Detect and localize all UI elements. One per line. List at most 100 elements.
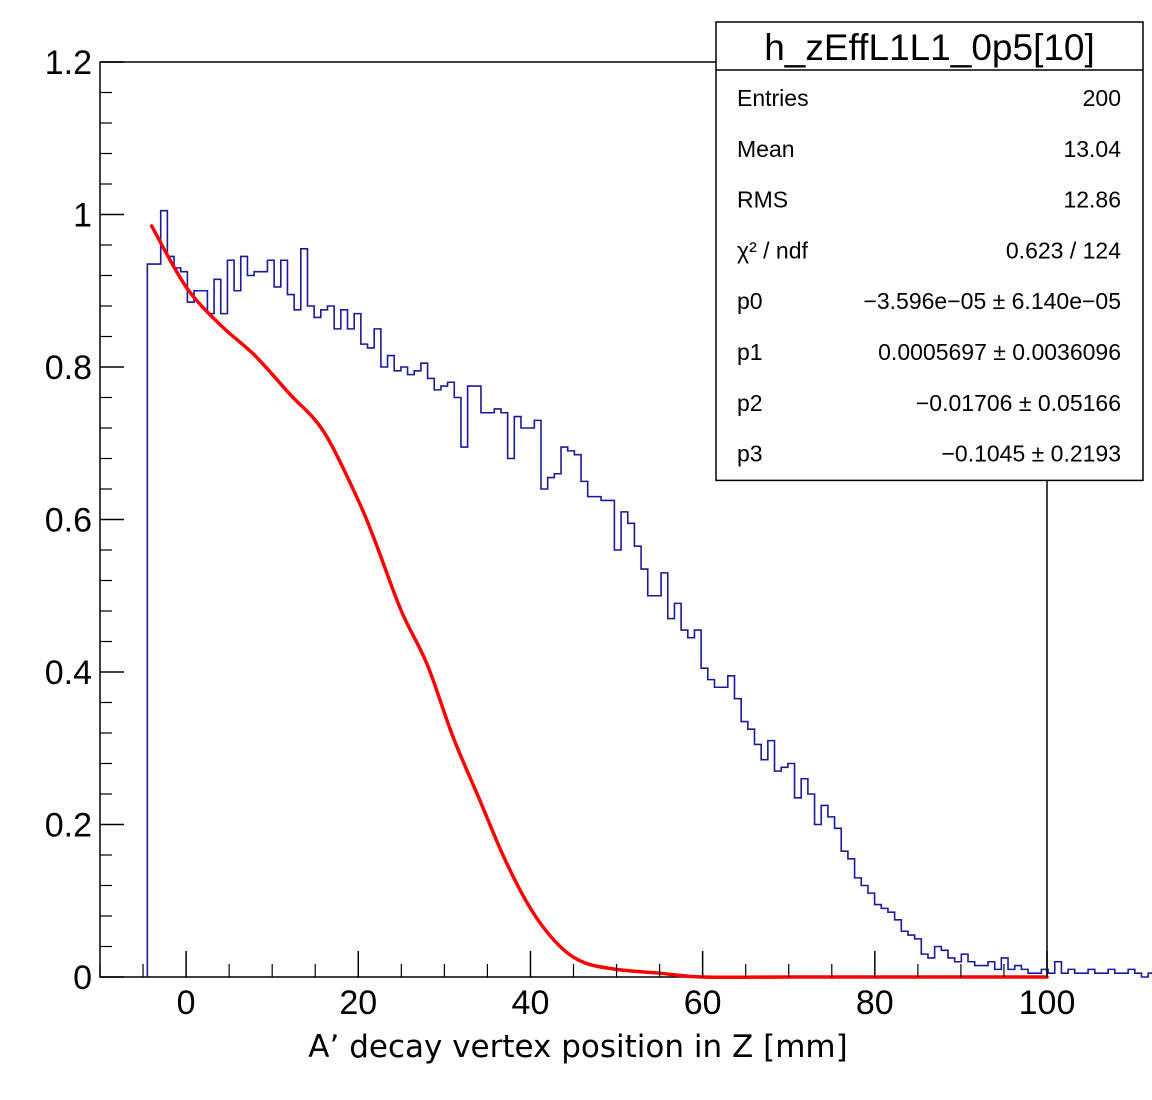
histogram-bin	[334, 329, 341, 977]
histogram-bin	[1061, 973, 1068, 977]
histogram-bin	[861, 886, 868, 978]
histogram-bin	[461, 447, 468, 977]
histogram-bin	[668, 619, 675, 977]
histogram-bin	[628, 523, 635, 977]
stats-box: h_zEffL1L1_0p5[10] Entries 200 Mean 13.04 RMS…	[715, 21, 1144, 482]
histogram-bin	[634, 546, 641, 977]
histogram-bin	[161, 211, 168, 977]
y-tick-label: 1	[73, 197, 92, 235]
histogram-bin	[488, 413, 495, 977]
histogram-bin	[388, 356, 395, 977]
histogram-bin	[194, 291, 201, 977]
histogram-bin	[855, 878, 862, 977]
x-tick-label: 100	[1019, 984, 1076, 1022]
axis-layer: 0 0.2 0.4 0.6 0.8 1 1.2 0 20 40 60 80 100	[45, 44, 1076, 1022]
histogram-bin	[734, 699, 741, 977]
histogram-bin	[207, 314, 214, 977]
stats-row-label: RMS	[737, 187, 788, 213]
histogram-bin	[681, 630, 688, 977]
histogram-bin	[701, 668, 708, 977]
histogram-bin	[601, 500, 608, 977]
histogram-bin	[1001, 958, 1008, 977]
histogram-bin	[448, 382, 455, 977]
stats-row-value: 0.0005697 ± 0.0036096	[878, 339, 1121, 365]
stats-row-value: −3.596e−05 ± 6.140e−05	[863, 288, 1121, 314]
histogram-bin	[988, 962, 995, 977]
histogram-bin	[561, 447, 568, 977]
histogram-bin	[247, 276, 254, 978]
histogram-bin	[1115, 973, 1122, 977]
histogram-bin	[381, 367, 388, 977]
stats-row-label: p3	[737, 441, 763, 467]
histogram-bin	[167, 256, 174, 977]
histogram-bin	[261, 272, 268, 977]
histogram-bin	[1148, 973, 1152, 977]
histogram-bin	[928, 958, 935, 977]
histogram-bin	[494, 409, 501, 977]
histogram-bin	[354, 314, 361, 977]
fit-curve-layer	[149, 224, 1049, 980]
histogram-bin	[421, 363, 428, 977]
histogram-bin	[808, 794, 815, 977]
histogram-bin	[714, 687, 721, 977]
x-tick-label: 80	[856, 984, 894, 1022]
histogram-bin	[348, 329, 355, 977]
stats-row-label: χ² / ndf	[737, 237, 808, 263]
histogram-bin	[1075, 973, 1082, 977]
histogram-layer	[146, 209, 1152, 978]
stats-row-value: −0.01706 ± 0.05166	[916, 390, 1121, 416]
histogram-bin	[534, 420, 541, 977]
histogram-bin	[694, 630, 701, 977]
histogram-bin	[901, 931, 908, 977]
histogram-bin	[361, 344, 368, 977]
histogram-bin	[1121, 973, 1128, 977]
stats-row-value: 200	[1083, 85, 1121, 111]
histogram-bin	[728, 676, 735, 977]
x-axis-title: A’ decay vertex position in Z [mm]	[308, 1029, 847, 1065]
x-tick-label: 40	[512, 984, 550, 1022]
histogram-bin	[187, 302, 194, 977]
histogram-bin	[214, 279, 221, 977]
histogram-bin	[548, 478, 555, 977]
histogram-bin	[528, 428, 535, 977]
histogram-bin	[761, 760, 768, 977]
histogram-bin	[341, 310, 348, 977]
histogram-bin	[661, 573, 668, 977]
y-tick-label: 0.2	[45, 807, 92, 845]
histogram-bin	[468, 386, 475, 977]
histogram-bin	[234, 291, 241, 977]
histogram-bin	[221, 314, 228, 977]
histogram-bin	[1135, 973, 1142, 977]
stats-box-title: h_zEffL1L1_0p5[10]	[764, 27, 1095, 68]
histogram-bin	[748, 729, 755, 977]
fit-curve	[149, 224, 1049, 980]
histogram-bin	[227, 260, 234, 977]
histogram-bin	[948, 958, 955, 977]
y-tick-label: 0.6	[45, 502, 92, 540]
histogram-bin	[374, 329, 381, 977]
stats-row-value: −0.1045 ± 0.2193	[941, 441, 1121, 467]
histogram-bin	[968, 962, 975, 977]
histogram-bin	[241, 256, 248, 977]
y-tick-label: 0.8	[45, 349, 92, 387]
histogram-bin	[254, 272, 261, 977]
histogram-bin	[815, 825, 822, 978]
histogram-bin	[781, 767, 788, 977]
histogram-bin	[588, 497, 595, 977]
y-tick-label: 1.2	[45, 44, 92, 82]
histogram-bin	[274, 287, 281, 977]
histogram-bin	[768, 741, 775, 977]
histogram-bin	[821, 805, 828, 977]
histogram-bin	[581, 481, 588, 977]
histogram-bin	[875, 905, 882, 977]
histogram-bin	[201, 291, 208, 977]
histogram-bin	[828, 817, 835, 977]
x-tick-label: 0	[177, 984, 196, 1022]
histogram-bin	[1068, 969, 1075, 977]
histogram-bin	[501, 413, 508, 977]
x-tick-label: 60	[684, 984, 722, 1022]
histogram-bin	[868, 893, 875, 977]
histogram-bin	[147, 264, 154, 977]
histogram-bin	[508, 459, 515, 978]
